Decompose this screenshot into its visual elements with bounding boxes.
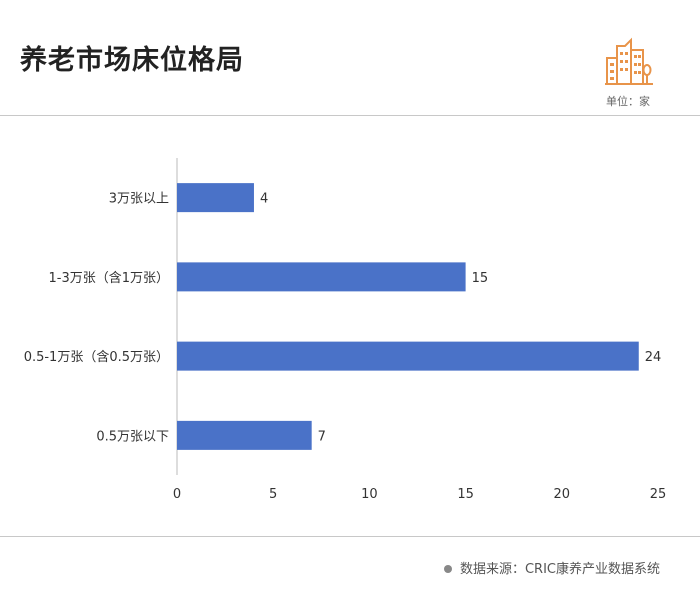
footer-divider — [0, 536, 700, 537]
building-icon — [605, 37, 653, 85]
bullet-dot — [443, 564, 452, 573]
category-label: 0.5万张以下 — [96, 429, 169, 444]
header-divider — [0, 115, 700, 116]
x-tick-label: 20 — [554, 487, 571, 502]
category-label: 3万张以上 — [109, 192, 169, 207]
source-text: 数据来源：CRIC康养产业数据系统 — [459, 562, 660, 577]
data-label: 7 — [318, 429, 326, 444]
unit-label: 单位：家 — [606, 95, 650, 108]
x-tick-label: 0 — [173, 487, 181, 502]
category-label: 0.5-1万张（含0.5万张） — [24, 349, 169, 365]
x-tick-label: 15 — [457, 487, 474, 502]
x-tick-label: 10 — [361, 487, 378, 502]
source-note: 数据来源：CRIC康养产业数据系统 — [443, 558, 660, 577]
x-tick-label: 25 — [650, 487, 667, 502]
bar — [177, 183, 254, 213]
bar — [177, 420, 312, 450]
bar — [177, 262, 466, 292]
data-label: 24 — [645, 350, 662, 365]
bar-chart: 3万张以上 4 1-3万张（含1万张） 15 0.5-1万张（含0.5万张） 24 0.5万… — [24, 158, 667, 502]
data-label: 15 — [472, 271, 489, 286]
page-title: 养老市场床位格局 — [20, 45, 244, 76]
category-label: 1-3万张（含1万张） — [48, 270, 169, 286]
bar — [177, 341, 639, 371]
data-label: 4 — [260, 192, 268, 207]
x-tick-label: 5 — [269, 487, 277, 502]
